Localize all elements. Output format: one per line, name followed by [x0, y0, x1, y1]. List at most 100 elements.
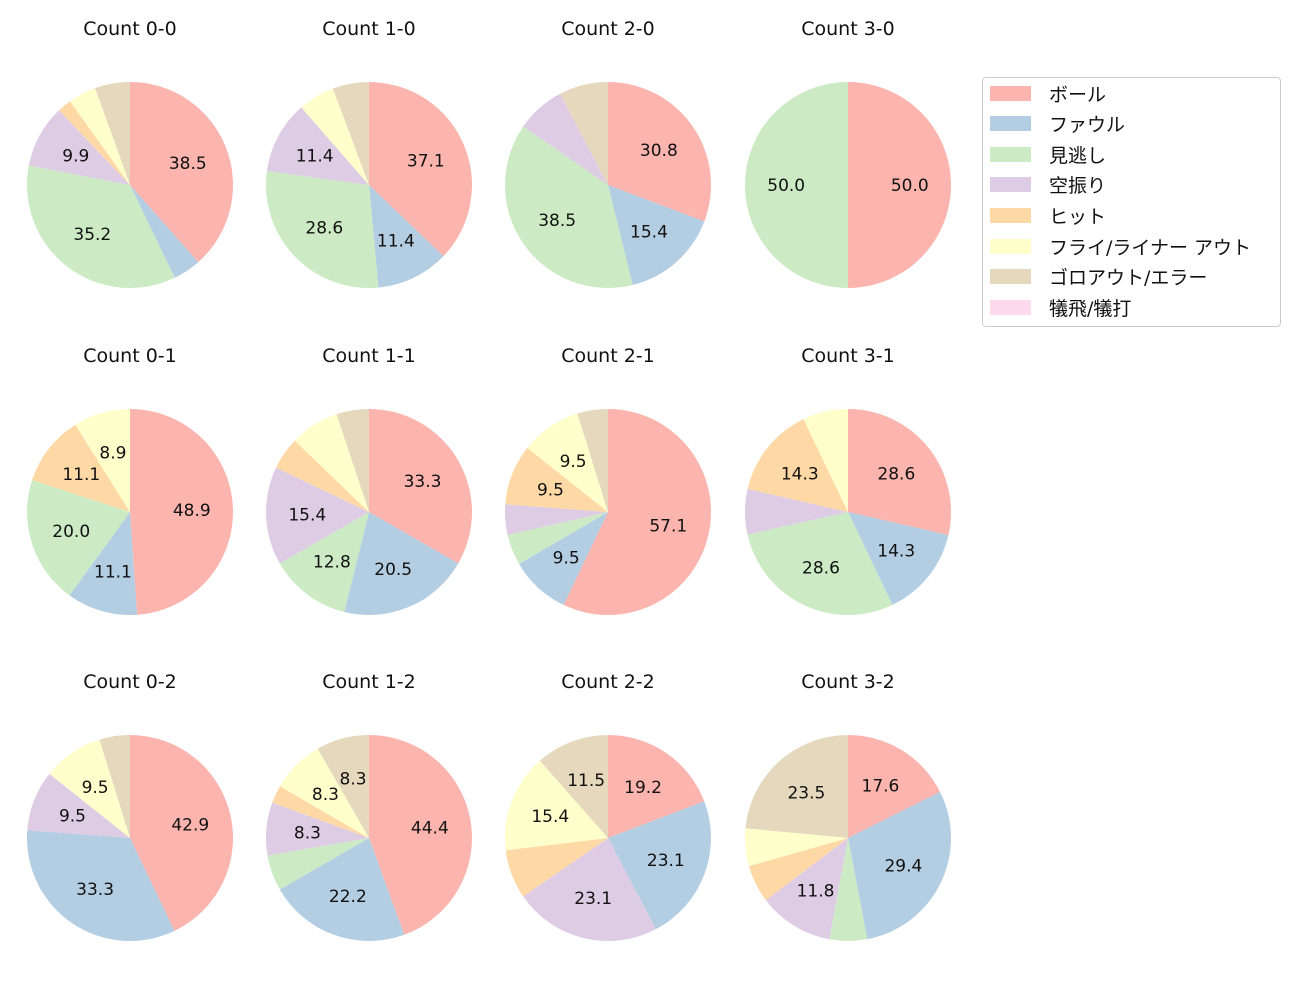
pie-count-2-1: Count 2-1 57.1 9.5 9.5 9.5: [505, 345, 711, 615]
legend-swatch: [990, 177, 1031, 193]
slice-label: 15.4: [288, 505, 326, 525]
pie-title: Count 2-2: [561, 671, 655, 693]
pie-count-0-2: Count 0-2 42.9 33.3 9.5 9.5: [26, 671, 234, 941]
legend-label: ゴロアウト/エラー: [1049, 267, 1208, 290]
pie-count-3-0: Count 3-0 50.0 50.0: [745, 18, 951, 288]
pie-title: Count 1-2: [322, 671, 416, 693]
slice-label: 9.5: [82, 778, 109, 798]
pie-slice: [848, 512, 949, 605]
pie-count-3-2: Count 3-2 17.6 29.4 11.8 23.5: [745, 671, 951, 941]
pie-title: Count 3-2: [801, 671, 895, 693]
pie-title: Count 3-1: [801, 345, 895, 367]
pie-slice: [560, 82, 608, 185]
legend-item: ヒット: [990, 203, 1106, 228]
legend-item: 見逃し: [990, 142, 1106, 167]
pie-title: Count 2-1: [561, 345, 655, 367]
pie-slice: [563, 409, 711, 615]
pie-slice: [765, 838, 848, 940]
legend-swatch: [990, 238, 1031, 254]
pie-title: Count 0-1: [83, 345, 177, 367]
pie-slice: [266, 467, 369, 564]
pie-slice: [505, 838, 608, 897]
pie-title: Count 3-0: [801, 18, 895, 40]
legend-item: ゴロアウト/エラー: [990, 265, 1207, 289]
pie-slice: [369, 735, 472, 935]
slice-label: 23.5: [787, 783, 825, 803]
pie-slice: [95, 82, 130, 185]
pie-slice: [27, 480, 130, 596]
legend-item: フライ/ライナー アウト: [990, 234, 1252, 259]
legend-swatch: [990, 207, 1031, 223]
pie-slice: [745, 828, 848, 867]
pie-slice: [608, 185, 705, 286]
legend-label: フライ/ライナー アウト: [1049, 236, 1252, 259]
pie-slice: [267, 838, 369, 890]
pie-slice: [523, 93, 608, 185]
slice-label: 23.1: [647, 851, 685, 871]
pie-slice: [70, 88, 130, 185]
slice-label: 38.5: [538, 211, 576, 231]
pie-slice: [294, 414, 369, 512]
legend-item: 空振り: [990, 173, 1106, 197]
pie-slice: [369, 82, 472, 257]
slice-label: 30.8: [640, 141, 678, 161]
slice-label: 28.6: [802, 559, 840, 579]
slice-label: 33.3: [404, 472, 442, 492]
pie-title: Count 0-0: [83, 18, 177, 40]
legend-item: ファウル: [990, 112, 1125, 136]
pie-slice: [266, 170, 379, 288]
pie-slice: [848, 735, 941, 838]
pie-slice: [99, 735, 130, 838]
pie-slice: [336, 409, 369, 512]
pie-slice: [272, 786, 369, 838]
pie-slice: [130, 185, 199, 278]
pie-slice: [539, 735, 608, 838]
pie-title: Count 2-0: [561, 18, 655, 40]
slice-label: 9.9: [62, 146, 89, 166]
slice-label: 11.5: [567, 771, 605, 791]
pie-slice: [745, 735, 848, 838]
pie-slice: [75, 409, 130, 512]
legend-label: 犠飛/犠打: [1049, 297, 1132, 320]
pie-slice: [279, 748, 369, 838]
pie-slice: [745, 488, 848, 535]
slice-label: 11.4: [296, 147, 334, 167]
slice-label: 37.1: [407, 152, 445, 172]
pie-slice: [27, 773, 130, 838]
pie-slice: [26, 830, 175, 941]
pie-slice: [523, 838, 656, 942]
slice-label: 11.4: [377, 232, 415, 252]
slice-label: 42.9: [171, 815, 209, 835]
slice-label: 11.1: [94, 562, 132, 582]
pie-slice: [130, 735, 234, 931]
slice-label: 9.5: [59, 806, 86, 826]
slice-label: 44.4: [411, 818, 449, 838]
pie-slice: [32, 424, 130, 512]
pie-slice: [848, 82, 951, 288]
slice-label: 23.1: [574, 889, 612, 909]
pie-slice: [504, 760, 608, 851]
pie-slice: [577, 409, 608, 512]
pie-slice: [26, 165, 175, 288]
pie-slice: [747, 419, 848, 512]
pie-title: Count 0-2: [83, 671, 177, 693]
slice-label: 48.9: [173, 501, 211, 521]
slice-label: 11.1: [62, 465, 100, 485]
slice-label: 28.6: [305, 219, 343, 239]
pie-count-0-1: Count 0-148.911.120.011.18.9: [27, 345, 233, 615]
slice-label: 9.5: [537, 480, 564, 500]
pie-slice: [317, 735, 369, 838]
pie-slice: [745, 82, 848, 288]
pie-slice: [519, 512, 608, 605]
pie-count-2-0: Count 2-0 30.8 15.4 38.5: [505, 18, 712, 288]
pie-slice: [28, 110, 130, 185]
slice-label: 15.4: [531, 807, 569, 827]
legend-label: ファウル: [1049, 114, 1126, 137]
slice-label: 22.2: [329, 887, 367, 907]
pie-slice: [507, 512, 608, 564]
pie-count-1-0: Count 1-0 37.1 11.4 28.6 11.4: [266, 18, 472, 288]
pie-slice: [747, 512, 893, 616]
pie-slice: [279, 838, 405, 941]
legend-item: 犠飛/犠打: [990, 295, 1132, 320]
